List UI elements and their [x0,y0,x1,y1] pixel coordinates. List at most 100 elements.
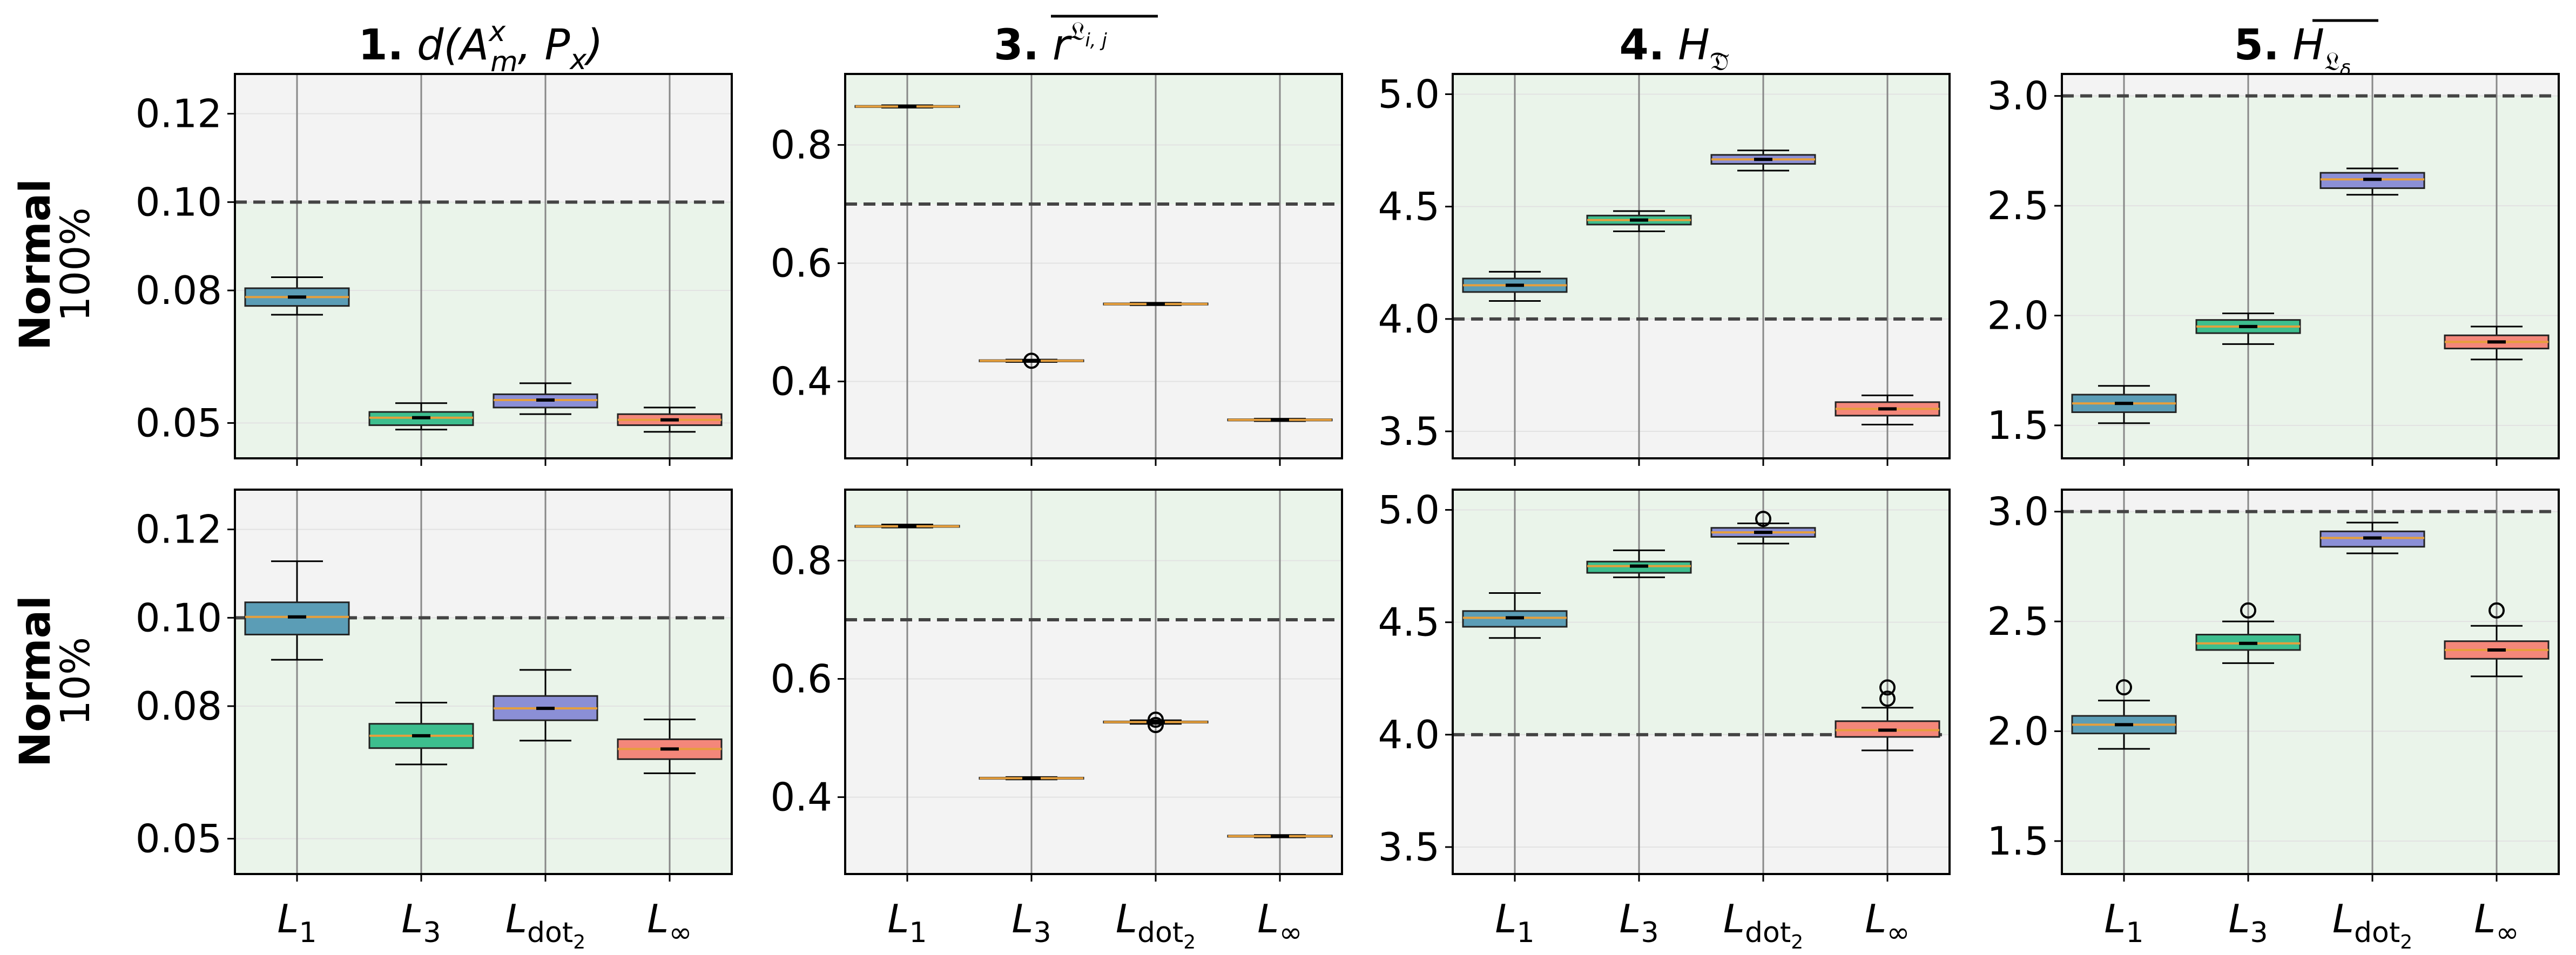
panel-r1-c2-box-3 [1835,679,1940,751]
panel-r1-c3-xtick-label: L1 [2104,896,2143,949]
panel-r0-c0-ytick-label: 0.12 [136,91,222,137]
panel-r1-c2-ytick-label: 4.0 [1378,712,1440,757]
panel-r1-c3-xtick-label: L∞ [2474,896,2519,949]
panel-title-1: 1. d(Ax m, Px) [358,16,603,78]
panel-r1-c2-box-1 [1586,549,1692,578]
panel-r1-c0-xtick-label: Ldot2 [505,896,585,953]
panel-r0-c3-ytick-label: 2.5 [1987,183,2049,228]
panel-r1-c3-good-region [2062,511,2559,874]
panel-r1-c1-good-region [845,490,1342,620]
panel-r1-c3-frame [2061,489,2560,875]
panel-r1-c2-xtick-label: Ldot2 [1723,896,1803,953]
panel-r1-c0-box-1 [368,701,474,766]
flier-point [2116,679,2132,696]
panel-r1-c1-box-1 [979,776,1084,781]
panel-r1-c2-ytick-label: 3.5 [1378,824,1440,870]
panel-r1-c2-ytick-label: 4.5 [1378,600,1440,645]
panel-r0-c3-box-3 [2444,326,2550,361]
panel-r0-c1-box-2 [1103,302,1209,306]
panel-r0-c0-frame [234,73,733,459]
flier-point [2240,602,2256,619]
panel-title-5: 5. H𝔏δ [2234,21,2351,82]
panel-r1-c3: 1.5 2.0 2.5 3.0 L1 L3 Ldot2 L∞ [1987,489,2560,953]
panel-r0-c3: 1.5 2.0 2.5 3.0 [1987,73,2560,466]
panel-r0-c2-ytick-label: 4.5 [1378,184,1440,229]
panel-r1-c1-box-2 [1103,712,1209,733]
panel-r1-c0: 0.05 0.08 0.10 0.12 L1 L3 Ldot2 L∞ [136,489,733,953]
panel-r1-c0-frame [234,489,733,875]
panel-r0-c2-box-1 [1586,210,1692,232]
panel-r1-c3-xtick-label: Ldot2 [2332,896,2412,953]
row-label-group-bottom: Normal [11,595,60,767]
panel-r0-c1-frame [844,73,1343,459]
panel-r0-c0-box-0 [244,276,350,316]
row-label-level-bottom: 10% [52,637,99,726]
panel-r1-c0-ytick-label: 0.12 [136,507,222,552]
panel-r0-c2-ytick-label: 5.0 [1378,71,1440,117]
panel-r1-c1-frame [844,489,1343,875]
panel-r1-c2-xtick-label: L∞ [1865,896,1910,949]
panel-r0-c0-ytick-label: 0.10 [136,179,222,225]
panel-r1-c2-frame [1452,489,1951,875]
panel-r0-c2-box-3 [1835,394,1940,426]
panel-r1-c2-ytick-label: 5.0 [1378,487,1440,532]
panel-r1-c0-box-2 [493,669,598,742]
panel-r1-c3-ytick-label: 1.5 [1987,818,2049,864]
panel-r1-c1-xtick-label: L1 [887,896,927,949]
panel-r0-c1-ytick-label: 0.4 [770,359,832,404]
panel-r1-c1-box-3 [1227,834,1333,838]
panel-r1-c0-box-3 [617,719,723,774]
panel-r1-c0-xtick-label: L∞ [647,896,692,949]
panel-r0-c3-box-2 [2319,167,2425,196]
panel-r1-c3-box-1 [2195,602,2301,664]
panel-r0-c3-box-1 [2195,312,2301,345]
panel-r0-c3-ytick-label: 2.0 [1987,293,2049,338]
panel-r0-c1: 0.4 0.6 0.8 [770,73,1343,466]
panels: 0.05 0.08 0.10 0.12 0.4 0.6 0.8 3.5 4.0 4.5 5.0 1.5… [136,71,2560,953]
panel-r1-c2-box-2 [1710,511,1816,545]
panel-r1-c2-xtick-label: L3 [1619,896,1658,949]
row-label-level-top: 100% [52,207,99,322]
panel-r1-c0-ytick-label: 0.05 [136,816,222,862]
panel-r0-c0-ytick-label: 0.08 [136,268,222,313]
panel-r0-c1-ytick-label: 0.6 [770,241,832,286]
panel-r0-c1-box-1 [979,353,1084,369]
panel-r1-c3-ytick-label: 3.0 [1987,489,2049,534]
panel-r1-c0-box-0 [244,560,350,661]
panel-r1-c1-xtick-label: Ldot2 [1116,896,1196,953]
panel-r1-c1-box-0 [854,524,960,529]
panel-r1-c2-xtick-label: L1 [1495,896,1534,949]
panel-r1-c1-xtick-label: L∞ [1257,896,1302,949]
panel-r0-c1-box-0 [854,104,960,109]
panel-r0-c2-ytick-label: 4.0 [1378,296,1440,342]
panel-r0-c3-ytick-label: 1.5 [1987,403,2049,448]
panel-r0-c0: 0.05 0.08 0.10 0.12 [136,73,733,466]
panel-r0-c3-frame [2061,73,2560,459]
panel-title-3: 3. r𝔏i, j [994,16,1107,70]
row-label-group-top: Normal [11,179,60,350]
panel-r1-c3-ytick-label: 2.0 [1987,709,2049,754]
flier-point [1879,690,1896,707]
panel-r1-c3-box-0 [2071,679,2177,750]
panel-r1-c1-xtick-label: L3 [1011,896,1051,949]
panel-r1-c3-box-3 [2444,602,2550,678]
panel-r0-c0-box-2 [493,382,598,415]
panel-r1-c2: 3.5 4.0 4.5 5.0 L1 L3 Ldot2 L∞ [1378,487,1951,953]
panel-title-4: 4. H𝔇̃ [1620,21,1729,77]
panel-r0-c0-box-1 [368,402,474,431]
panel-r0-c2-box-2 [1710,150,1816,172]
panel-r0-c2-frame [1452,73,1951,459]
panel-r1-c3-xtick-label: L3 [2228,896,2268,949]
panel-r1-c0-xtick-label: L1 [277,896,316,949]
panel-r1-c2-box-0 [1462,592,1568,639]
panel-r1-c1-ytick-label: 0.6 [770,656,832,702]
panel-r1-c3-box-2 [2319,521,2425,554]
panel-r1-c1: 0.4 0.6 0.8 L1 L3 Ldot2 L∞ [770,489,1343,953]
panel-r0-c2-ytick-label: 3.5 [1378,409,1440,454]
panel-r0-c0-ytick-label: 0.05 [136,401,222,446]
panel-r0-c2-box-0 [1462,270,1568,302]
flier-point [1023,353,1040,369]
panel-r1-c0-xtick-label: L3 [401,896,441,949]
panel-r1-c1-ytick-label: 0.8 [770,538,832,583]
